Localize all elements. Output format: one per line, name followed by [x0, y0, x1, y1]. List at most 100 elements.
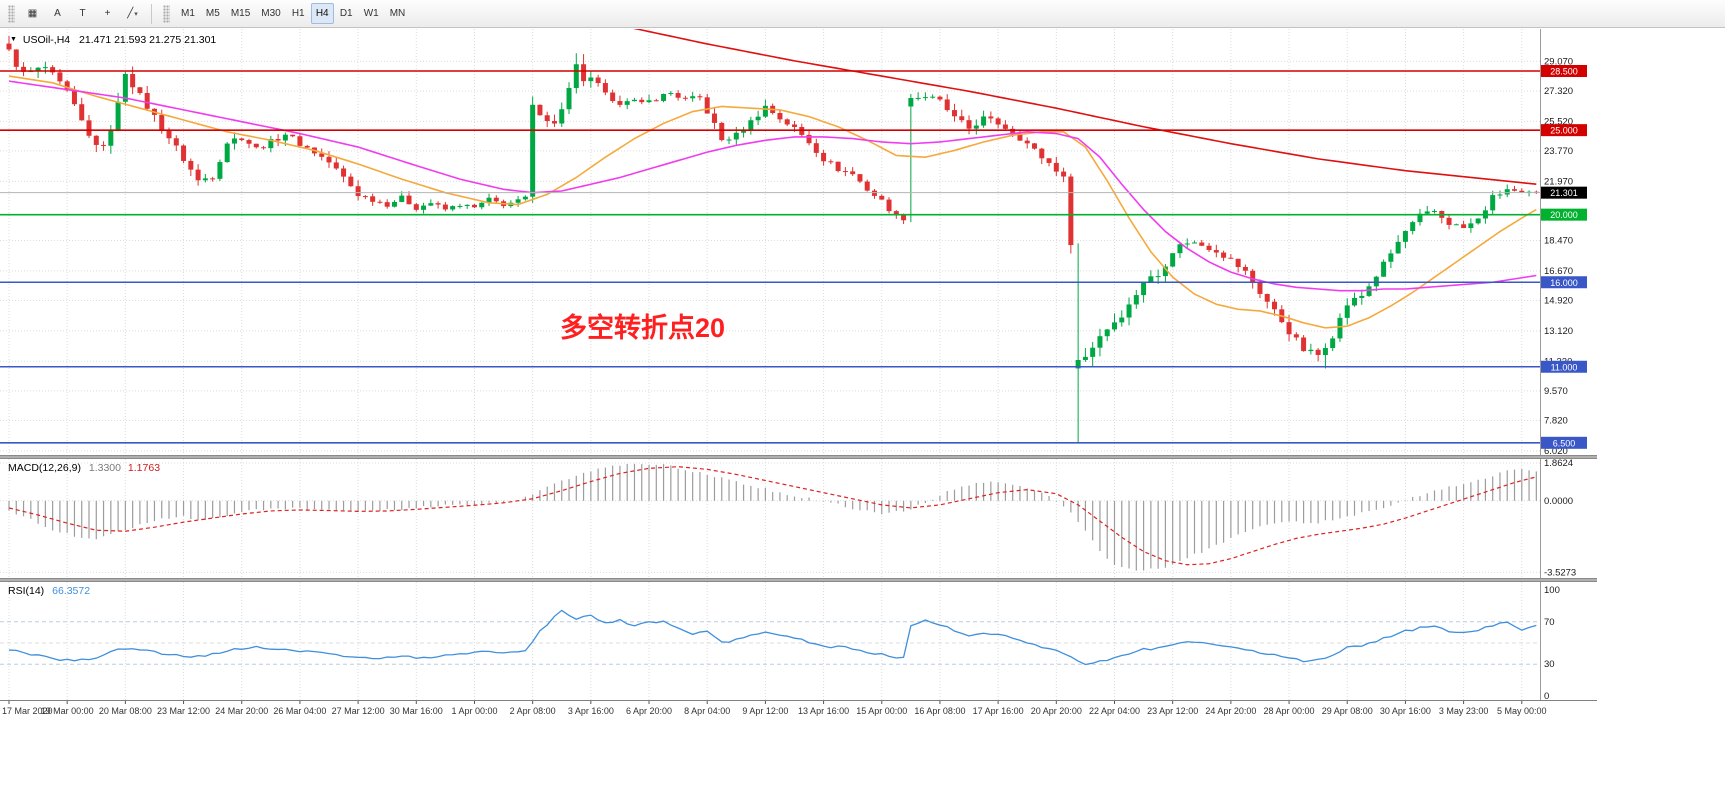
- crosshair-icon: +: [104, 8, 111, 19]
- svg-text:23.770: 23.770: [1544, 146, 1573, 157]
- rsi-panel: 100 70 30 0 RSI(14) 66.3572: [0, 582, 1597, 700]
- macd-main-value: 1.3300: [88, 462, 121, 474]
- svg-text:100: 100: [1544, 585, 1560, 596]
- timeframe-button-w1[interactable]: W1: [363, 8, 379, 19]
- main-chart-canvas[interactable]: 29.070 27.320 25.520 23.770 21.970 18.470 16.6…: [0, 29, 1597, 455]
- toolbar-drag-handle[interactable]: [8, 4, 15, 23]
- svg-text:70: 70: [1544, 617, 1555, 628]
- svg-text:6 Apr 20:00: 6 Apr 20:00: [626, 706, 672, 716]
- svg-text:24 Mar 20:00: 24 Mar 20:00: [215, 706, 268, 716]
- svg-text:28.500: 28.500: [1550, 67, 1578, 77]
- chart-annotation-text: 多空转折点20: [560, 313, 726, 343]
- panel-splitter-rsi[interactable]: [0, 578, 1597, 582]
- timeframe-button-m5[interactable]: M5: [205, 8, 220, 19]
- rsi-title-bar: RSI(14) 66.3572: [8, 585, 90, 597]
- svg-text:17 Apr 16:00: 17 Apr 16:00: [973, 706, 1024, 716]
- svg-text:20 Mar 08:00: 20 Mar 08:00: [99, 706, 152, 716]
- rsi-value: 66.3572: [52, 585, 91, 597]
- svg-text:28 Apr 00:00: 28 Apr 00:00: [1264, 706, 1315, 716]
- rsi-line: [8, 609, 1537, 666]
- text-tool-button[interactable]: T: [71, 3, 94, 24]
- svg-text:-3.5273: -3.5273: [1544, 567, 1576, 578]
- svg-text:15 Apr 00:00: 15 Apr 00:00: [856, 706, 907, 716]
- svg-text:9 Apr 12:00: 9 Apr 12:00: [742, 706, 788, 716]
- crosshair-button[interactable]: +: [96, 3, 119, 24]
- symbol-collapse-icon[interactable]: ▼: [10, 36, 17, 43]
- svg-text:3 May 23:00: 3 May 23:00: [1439, 706, 1489, 716]
- svg-text:14.920: 14.920: [1544, 296, 1573, 307]
- macd-signal-value: 1.1763: [127, 462, 161, 474]
- charts-grid-button[interactable]: ▦: [21, 3, 44, 24]
- svg-text:6.020: 6.020: [1544, 446, 1568, 455]
- cursor-mode-button[interactable]: A: [46, 3, 69, 24]
- timeframe-button-mn[interactable]: MN: [389, 8, 406, 19]
- main-chart-panel: 29.070 27.320 25.520 23.770 21.970 18.470 16.6…: [0, 29, 1597, 455]
- svg-text:3 Apr 16:00: 3 Apr 16:00: [568, 706, 614, 716]
- svg-text:30 Mar 16:00: 30 Mar 16:00: [390, 706, 443, 716]
- svg-text:9.570: 9.570: [1544, 386, 1568, 397]
- svg-text:17 Mar 2020: 17 Mar 2020: [2, 706, 53, 716]
- svg-text:25.520: 25.520: [1544, 116, 1573, 127]
- cursor-mode-icon: A: [54, 8, 61, 19]
- svg-text:0.0000: 0.0000: [1544, 496, 1573, 507]
- draw-tools-icon: ╱: [127, 8, 134, 19]
- macd-grid: 1.8624 0.0000 -3.5273: [0, 459, 1576, 578]
- horizontal-level-lines[interactable]: [0, 70, 1540, 444]
- svg-text:18.470: 18.470: [1544, 236, 1573, 247]
- chart-ohlc-values: 21.471 21.593 21.275 21.301: [79, 34, 217, 46]
- svg-text:8 Apr 04:00: 8 Apr 04:00: [684, 706, 730, 716]
- svg-text:1 Apr 00:00: 1 Apr 00:00: [451, 706, 497, 716]
- chart-title-bar: ▼ USOil-,H4 21.471 21.593 21.275 21.301: [10, 34, 216, 46]
- svg-text:19 Mar 00:00: 19 Mar 00:00: [41, 706, 94, 716]
- timeframe-toolbar-drag-handle[interactable]: [163, 4, 170, 23]
- svg-text:26 Mar 04:00: 26 Mar 04:00: [273, 706, 326, 716]
- chart-symbol-title: USOil-,H4: [22, 34, 71, 46]
- svg-text:1.8624: 1.8624: [1544, 459, 1573, 469]
- price-badges: 28.500 25.000 20.000 16.000 11.000 6.500 21.30…: [1541, 65, 1587, 449]
- svg-text:20 Apr 20:00: 20 Apr 20:00: [1031, 706, 1082, 716]
- timeframe-button-m1[interactable]: M1: [181, 8, 195, 19]
- svg-text:20.000: 20.000: [1550, 210, 1578, 220]
- macd-label: MACD(12,26,9): [8, 462, 81, 474]
- draw-tools-button[interactable]: ╱ ▾: [121, 3, 144, 24]
- svg-text:23 Apr 12:00: 23 Apr 12:00: [1147, 706, 1198, 716]
- price-axis-labels: 29.070 27.320 25.520 23.770 21.970 18.470 16.6…: [1544, 56, 1573, 455]
- candles: [6, 36, 1539, 443]
- timeframe-button-m15[interactable]: M15: [230, 8, 251, 19]
- svg-text:2 Apr 08:00: 2 Apr 08:00: [510, 706, 556, 716]
- toolbar-separator: [151, 3, 152, 24]
- svg-text:16 Apr 08:00: 16 Apr 08:00: [914, 706, 965, 716]
- timeframe-button-h4[interactable]: H4: [310, 3, 334, 24]
- svg-text:30 Apr 16:00: 30 Apr 16:00: [1380, 706, 1431, 716]
- macd-title-bar: MACD(12,26,9) 1.3300 1.1763: [8, 462, 160, 474]
- svg-text:11.000: 11.000: [1551, 362, 1578, 372]
- macd-panel: 1.8624 0.0000 -3.5273 MACD(12,26,9) 1.3300…: [0, 459, 1597, 578]
- macd-signal-line: [8, 466, 1537, 566]
- timeframe-button-m30[interactable]: M30: [261, 8, 281, 19]
- svg-text:0: 0: [1544, 691, 1549, 700]
- svg-text:6.500: 6.500: [1553, 438, 1576, 448]
- svg-text:16.670: 16.670: [1544, 266, 1573, 277]
- svg-text:21.970: 21.970: [1544, 176, 1573, 187]
- rsi-grid: 100 70 30 0: [0, 582, 1560, 700]
- toolbar: ▦ A T + ╱ ▾ M1 M5 M15 M30 H1 H4 D1 W1 MN: [0, 0, 1725, 28]
- svg-text:27 Mar 12:00: 27 Mar 12:00: [332, 706, 385, 716]
- svg-text:25.000: 25.000: [1550, 126, 1578, 136]
- panel-splitter-macd[interactable]: [0, 455, 1597, 459]
- macd-canvas[interactable]: 1.8624 0.0000 -3.5273: [0, 459, 1597, 578]
- charts-grid-icon: ▦: [27, 8, 38, 19]
- svg-text:21.301: 21.301: [1550, 188, 1578, 198]
- main-grid: [0, 29, 1540, 455]
- macd-histogram: [8, 463, 1537, 571]
- svg-text:16.000: 16.000: [1550, 278, 1578, 288]
- time-axis: 17 Mar 2020 19 Mar 00:00 20 Mar 08:00 23 Ma…: [0, 700, 1597, 720]
- rsi-canvas[interactable]: 100 70 30 0: [0, 582, 1597, 700]
- timeframe-button-h1[interactable]: H1: [291, 8, 305, 19]
- svg-text:29.070: 29.070: [1544, 56, 1573, 67]
- text-tool-icon: T: [79, 8, 86, 19]
- timeframe-button-d1[interactable]: D1: [339, 8, 353, 19]
- svg-text:22 Apr 04:00: 22 Apr 04:00: [1089, 706, 1140, 716]
- svg-text:13 Apr 16:00: 13 Apr 16:00: [798, 706, 849, 716]
